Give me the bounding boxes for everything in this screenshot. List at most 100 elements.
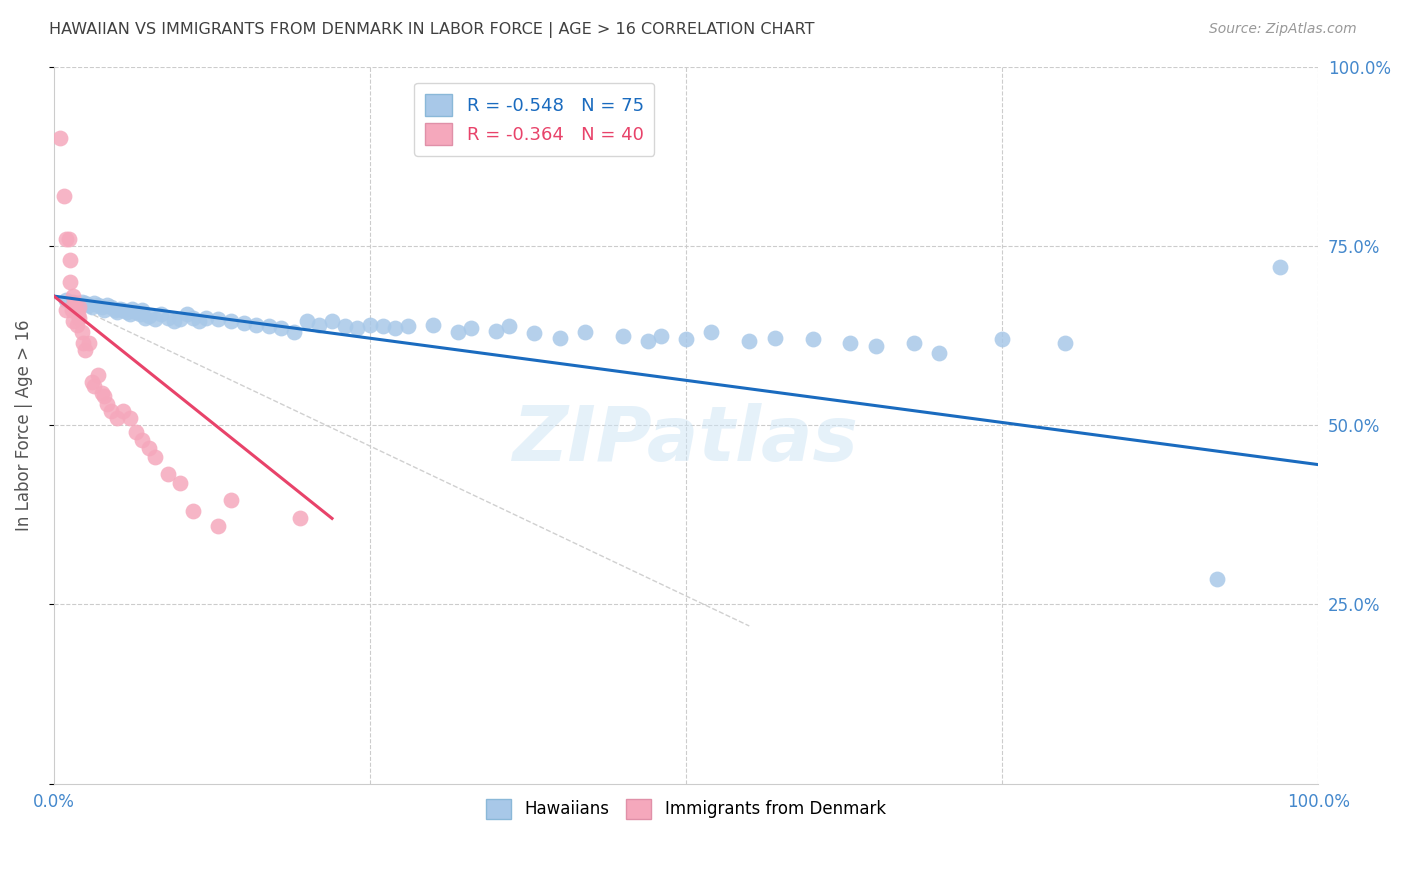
Point <box>422 318 444 332</box>
Point <box>70 294 93 309</box>
Point <box>991 332 1014 346</box>
Point <box>67 300 90 314</box>
Point <box>163 314 186 328</box>
Point <box>103 303 125 318</box>
Point <box>138 309 160 323</box>
Point <box>62 314 84 328</box>
Point <box>219 314 242 328</box>
Point <box>801 332 824 346</box>
Point <box>67 298 90 312</box>
Point <box>1054 335 1077 350</box>
Point <box>90 385 112 400</box>
Point <box>219 493 242 508</box>
Point <box>128 307 150 321</box>
Point <box>359 318 381 332</box>
Point <box>650 328 672 343</box>
Point <box>60 303 83 318</box>
Point <box>138 441 160 455</box>
Point <box>485 324 508 338</box>
Point <box>333 319 356 334</box>
Point <box>93 303 115 318</box>
Point <box>295 314 318 328</box>
Point <box>80 300 103 314</box>
Point <box>49 131 72 145</box>
Point <box>134 310 156 325</box>
Point <box>290 511 312 525</box>
Point <box>612 328 634 343</box>
Y-axis label: In Labor Force | Age > 16: In Labor Force | Age > 16 <box>15 319 32 531</box>
Point <box>72 335 94 350</box>
Point <box>637 334 659 348</box>
Point <box>65 296 87 310</box>
Point <box>90 300 112 314</box>
Point <box>143 312 166 326</box>
Point <box>93 389 115 403</box>
Point <box>283 325 305 339</box>
Point <box>105 305 128 319</box>
Point <box>62 289 84 303</box>
Point <box>371 319 394 334</box>
Point <box>156 467 179 481</box>
Point <box>59 253 82 268</box>
Text: HAWAIIAN VS IMMIGRANTS FROM DENMARK IN LABOR FORCE | AGE > 16 CORRELATION CHART: HAWAIIAN VS IMMIGRANTS FROM DENMARK IN L… <box>49 22 814 38</box>
Point <box>131 303 153 318</box>
Point <box>169 312 191 326</box>
Point <box>77 335 100 350</box>
Point <box>194 310 217 325</box>
Point <box>87 298 110 312</box>
Point <box>75 343 97 357</box>
Point <box>59 275 82 289</box>
Point <box>80 375 103 389</box>
Point <box>67 310 90 325</box>
Point <box>70 325 93 339</box>
Point <box>118 411 141 425</box>
Point <box>188 314 211 328</box>
Point <box>498 319 520 334</box>
Point <box>83 378 105 392</box>
Point <box>55 293 77 307</box>
Point <box>55 303 77 318</box>
Point <box>112 404 135 418</box>
Point <box>232 316 254 330</box>
Point <box>96 397 118 411</box>
Point <box>100 404 122 418</box>
Point <box>460 321 482 335</box>
Point <box>131 433 153 447</box>
Point <box>125 305 148 319</box>
Point <box>903 335 925 350</box>
Point <box>346 321 368 335</box>
Point <box>270 321 292 335</box>
Point <box>176 307 198 321</box>
Point <box>574 325 596 339</box>
Point <box>55 232 77 246</box>
Point <box>115 305 138 319</box>
Point <box>150 307 173 321</box>
Point <box>63 296 86 310</box>
Point <box>928 346 950 360</box>
Point <box>118 307 141 321</box>
Point <box>1270 260 1292 275</box>
Point <box>181 504 204 518</box>
Point <box>865 339 887 353</box>
Point <box>396 319 419 334</box>
Point <box>548 331 571 345</box>
Point <box>58 232 80 246</box>
Point <box>308 318 330 332</box>
Point <box>738 334 761 348</box>
Text: ZIPatlas: ZIPatlas <box>513 402 859 476</box>
Point <box>839 335 862 350</box>
Point <box>105 411 128 425</box>
Point <box>66 307 89 321</box>
Point <box>125 425 148 440</box>
Point <box>77 298 100 312</box>
Point <box>83 296 105 310</box>
Point <box>96 298 118 312</box>
Point <box>321 314 343 328</box>
Point <box>65 318 87 332</box>
Point <box>257 319 280 334</box>
Point <box>112 303 135 318</box>
Point <box>207 312 229 326</box>
Legend: Hawaiians, Immigrants from Denmark: Hawaiians, Immigrants from Denmark <box>479 792 893 826</box>
Point <box>1206 572 1229 586</box>
Point <box>65 300 87 314</box>
